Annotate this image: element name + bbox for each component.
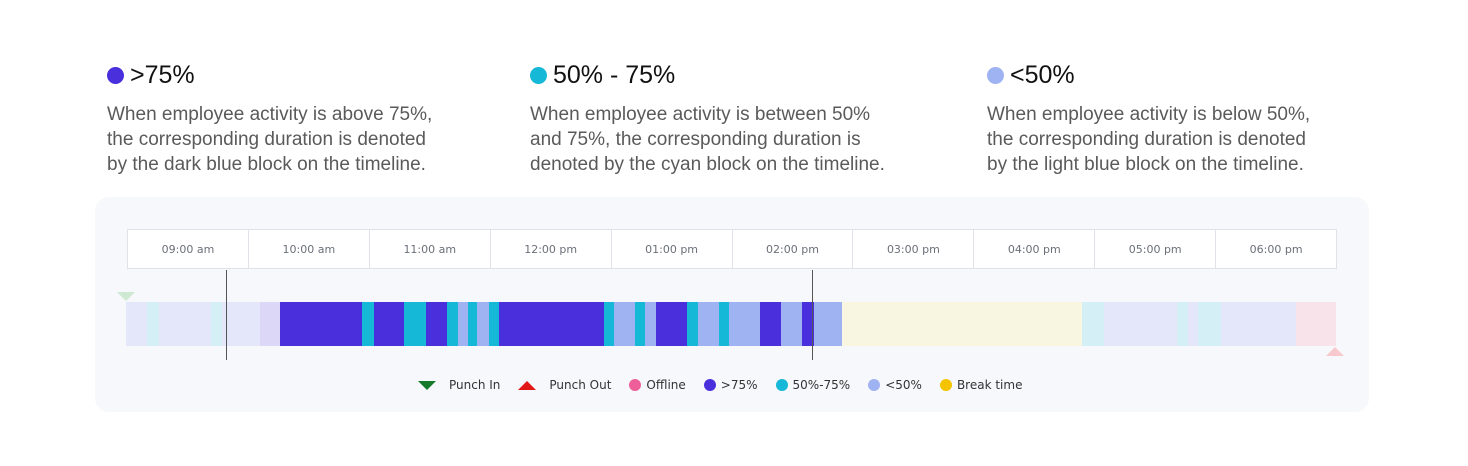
time-tick: 10:00 am	[249, 230, 370, 268]
activity-timeline-track[interactable]	[126, 302, 1336, 346]
timeline-segment-low[interactable]	[168, 302, 211, 346]
time-tick: 06:00 pm	[1249, 242, 1303, 256]
timeline-segment-mid[interactable]	[489, 302, 499, 346]
timeline-segment-high[interactable]	[759, 302, 781, 346]
timeline-segment-mid[interactable]	[1176, 302, 1189, 346]
timeline-segment-mid[interactable]	[446, 302, 459, 346]
timeline-legend: Punch In Punch Out Offline >75% 50%-75% …	[418, 378, 1040, 392]
timeline-segment-mid[interactable]	[634, 302, 645, 346]
timeline-segment-mid[interactable]	[686, 302, 699, 346]
timeline-segment-high[interactable]	[373, 302, 405, 346]
timeline-segment-mid[interactable]	[147, 302, 159, 346]
legend-item-punch-in: Punch In	[418, 378, 500, 392]
cyan-dot-icon	[775, 379, 788, 391]
timeline-segment-mid[interactable]	[404, 302, 426, 346]
timeline-segment-low[interactable]	[1220, 302, 1296, 346]
time-tick: 05:00 pm	[1095, 230, 1217, 268]
time-tick: 09:00 am	[128, 230, 249, 268]
range-end-line[interactable]	[812, 270, 813, 360]
legend-item-mid: 50%-75%	[775, 378, 850, 392]
time-tick: 02:00 pm	[733, 230, 854, 268]
timeline-segment-high[interactable]	[510, 302, 605, 346]
category-title: >75%	[130, 60, 195, 89]
range-start-line[interactable]	[226, 270, 227, 360]
legend-item-punch-out: Punch Out	[518, 378, 611, 392]
category-low: <50% When employee activity is below 50%…	[987, 60, 1310, 177]
category-header: >75%	[107, 60, 432, 90]
light-blue-dot-icon	[987, 66, 1004, 84]
yellow-dot-icon	[939, 379, 952, 391]
category-description: When employee activity is between 50% an…	[530, 104, 885, 175]
timeline-segment-low[interactable]	[126, 302, 148, 346]
time-tick: 11:00 am	[370, 230, 491, 268]
timeline-segment-low[interactable]	[458, 302, 468, 346]
punch-in-marker-icon[interactable]	[117, 292, 135, 301]
timeline-segment-high[interactable]	[656, 302, 687, 346]
timeline-segment-high[interactable]	[802, 302, 814, 346]
time-tick: 03:00 pm	[853, 230, 975, 268]
light-blue-dot-icon	[868, 379, 881, 391]
timeline-segment-break[interactable]	[842, 302, 1083, 346]
timeline-segment-low[interactable]	[729, 302, 760, 346]
legend-item-break: Break time	[939, 378, 1022, 392]
category-header: <50%	[987, 60, 1310, 90]
dark-blue-dot-icon	[703, 379, 716, 391]
timeline-segment-high[interactable]	[498, 302, 511, 346]
timeline-segment-mid[interactable]	[210, 302, 223, 346]
timeline-segment-mid[interactable]	[467, 302, 478, 346]
timeline-segment-mid[interactable]	[719, 302, 730, 346]
legend-item-high: >75%	[703, 378, 758, 392]
timeline-segment-low[interactable]	[698, 302, 720, 346]
timeline-segment-mid[interactable]	[604, 302, 614, 346]
timeline-segment-low[interactable]	[813, 302, 843, 346]
timeline-segment-mid[interactable]	[1082, 302, 1104, 346]
timeline-segment-high[interactable]	[425, 302, 447, 346]
timeline-segment-low[interactable]	[158, 302, 169, 346]
timeline-segment-high[interactable]	[279, 302, 363, 346]
pink-dot-icon	[629, 379, 642, 391]
timeline-segment-low[interactable]	[780, 302, 803, 346]
timeline-segment-low[interactable]	[1103, 302, 1177, 346]
cyan-dot-icon	[530, 66, 547, 84]
category-description: When employee activity is below 50%, the…	[987, 104, 1311, 175]
timeline-segment-low[interactable]	[613, 302, 635, 346]
time-axis: 09:00 am 10:00 am 11:00 am 12:00 pm 01:0…	[127, 229, 1337, 269]
legend-item-low: <50%	[868, 378, 922, 392]
timeline-segment-mid[interactable]	[362, 302, 374, 346]
category-high: >75% When employee activity is above 75%…	[107, 60, 432, 177]
timeline-segment-offline[interactable]	[1295, 302, 1336, 346]
category-description: When employee activity is above 75%, the…	[107, 104, 433, 175]
timeline-segment-high[interactable]	[260, 302, 280, 346]
category-title: <50%	[1010, 60, 1075, 89]
triangle-up-icon	[518, 380, 537, 390]
category-mid: 50% - 75% When employee activity is betw…	[530, 60, 885, 177]
timeline-segment-low[interactable]	[477, 302, 489, 346]
timeline-segment-low[interactable]	[644, 302, 657, 346]
time-tick: 04:00 pm	[974, 230, 1096, 268]
triangle-down-icon	[418, 380, 436, 390]
time-tick: 01:00 pm	[612, 230, 733, 268]
punch-out-marker-icon[interactable]	[1326, 347, 1344, 356]
legend-item-offline: Offline	[629, 378, 686, 392]
timeline-segment-low[interactable]	[222, 302, 261, 346]
category-title: 50% - 75%	[553, 60, 676, 89]
timeline-segment-low[interactable]	[1188, 302, 1198, 346]
category-header: 50% - 75%	[530, 60, 885, 90]
timeline-segment-mid[interactable]	[1197, 302, 1221, 346]
dark-blue-dot-icon	[107, 66, 124, 84]
time-tick: 12:00 pm	[491, 230, 612, 268]
